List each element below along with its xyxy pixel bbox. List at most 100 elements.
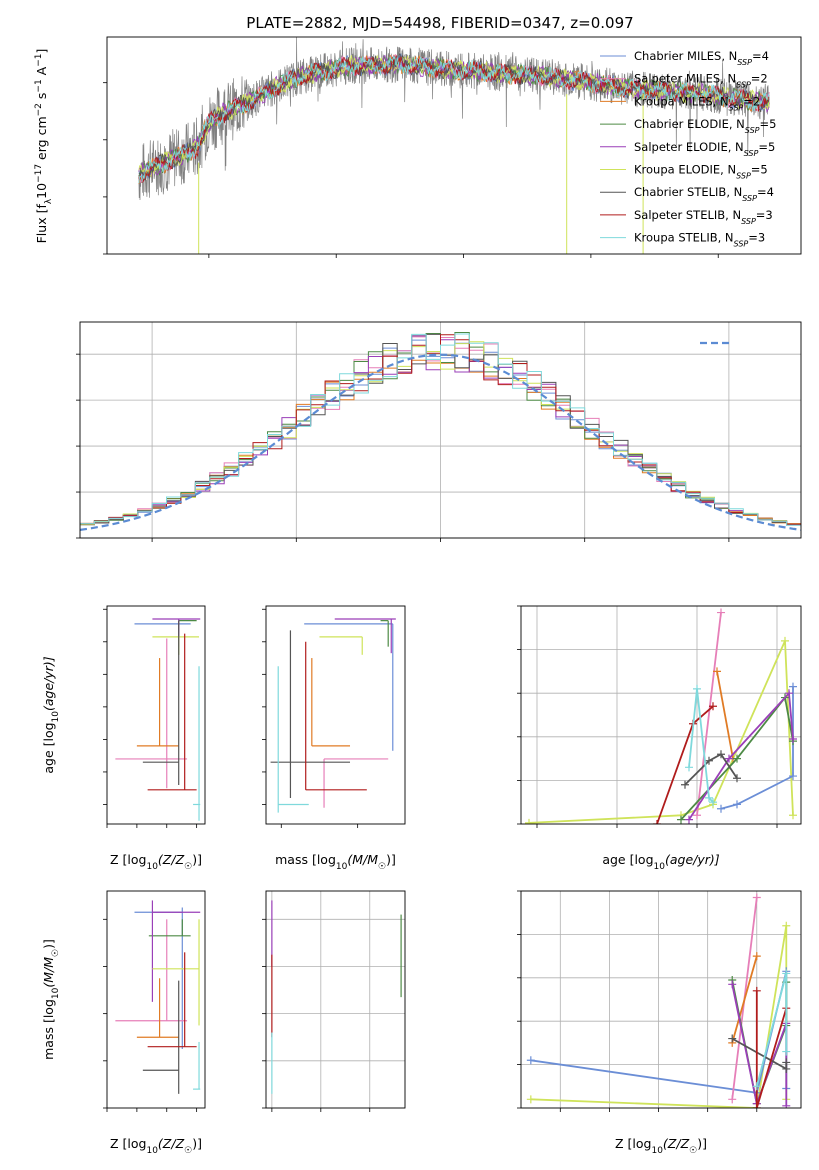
label-part: SSP: [737, 58, 752, 67]
label-part: Salpeter MILES, N: [634, 72, 736, 86]
axes-frame: Z [log10(Z/Z☉)] mass [log10(M/M☉)]: [41, 890, 206, 1156]
label-part: Chabrier STELIB, N: [634, 185, 742, 199]
label-part: =4: [757, 185, 774, 199]
label-part: 10: [51, 711, 61, 723]
mass-weight-marker: [782, 1058, 791, 1067]
mass-weight-marker: [752, 952, 761, 961]
label-part: ☉: [689, 1146, 697, 1156]
axes-frame: age [log10(age/yr)]: [517, 605, 802, 872]
mass-weight-marker: [789, 772, 797, 781]
label-part: −1: [34, 54, 44, 67]
mass-weight-marker: [728, 1034, 737, 1043]
label-part: mass [log: [41, 999, 56, 1060]
label-part: λ: [44, 198, 54, 204]
age-vs-mass-panel: mass [log10(M/M☉)]: [262, 605, 406, 872]
label-part: Chabrier MILES, N: [634, 49, 737, 63]
label-part: ☉: [51, 949, 61, 957]
plot-area: [526, 893, 791, 1108]
mass-weight-marker: [752, 1104, 761, 1108]
mass-weight-line: [688, 691, 794, 821]
figure-title: PLATE=2882, MJD=54498, FIBERID=0347, z=0…: [246, 14, 633, 32]
label-part: SSP: [742, 194, 757, 203]
y-axis-label: age [log10(age/yr)]: [41, 656, 61, 773]
mass-weight-marker: [733, 754, 741, 763]
mass-weight-marker: [653, 820, 661, 824]
plot-area: [138, 37, 770, 254]
legend-entry: Salpeter ELODIE, NSSP=5: [634, 140, 775, 158]
mass-vs-metallicity-panel: Z [log10(Z/Z☉)] mass [log10(M/M☉)]: [41, 890, 206, 1156]
legend-entry: Chabrier STELIB, NSSP=4: [634, 185, 774, 203]
label-part: 10: [654, 862, 666, 872]
mass-weight-marker: [681, 780, 689, 789]
x-axis-label: Z [log10(Z/Z☉)]: [615, 1136, 707, 1156]
normal-distribution-curve: [80, 353, 801, 531]
mass-weight-line: [696, 612, 722, 816]
x-axis-label: age [log10(age/yr)]: [602, 852, 719, 872]
plot-area: [525, 608, 797, 824]
label-part: Flux [f: [34, 204, 49, 244]
label-part: )]: [41, 939, 56, 949]
mass-weight-marker: [781, 636, 789, 645]
observed-spectrum-line: [138, 37, 770, 201]
age-vs-metallicity-panel: Z [log10(Z/Z☉)]age [log10(age/yr)]: [41, 605, 206, 872]
axes-border: [106, 890, 206, 1109]
mass-weight-vs-metallicity-panel: Z [log10(Z/Z☉)]: [517, 890, 802, 1156]
mass-weight-marker: [782, 921, 791, 930]
label-part: ☉: [184, 862, 192, 872]
axes-border: [520, 605, 802, 825]
label-part: ☉: [378, 862, 386, 872]
mass-weight-marker: [705, 793, 713, 802]
mass-weight-marker: [782, 969, 791, 978]
y-axis-label: mass [log10(M/M☉)]: [41, 939, 61, 1060]
mass-weight-marker: [725, 754, 733, 763]
mass-weight-line: [731, 955, 758, 1044]
label-part: s: [34, 93, 49, 104]
label-part: =4: [752, 49, 769, 63]
label-part: Z [log: [110, 852, 146, 867]
mass-weight-marker: [526, 1056, 535, 1065]
label-part: SSP: [741, 216, 756, 225]
plot-area: [80, 332, 801, 531]
axes-border: [520, 890, 802, 1109]
label-part: Salpeter STELIB, N: [634, 208, 741, 222]
mass-weight-marker: [728, 1095, 737, 1104]
mass-weight-marker: [693, 684, 701, 693]
mass-weight-marker: [752, 893, 761, 902]
label-part: age [log: [41, 722, 56, 773]
label-part: A: [34, 66, 49, 79]
label-part: SSP: [736, 80, 751, 89]
axes-frame: [76, 321, 802, 542]
mass-weight-marker: [789, 811, 797, 820]
label-part: 10: [51, 987, 61, 999]
residual-histogram-panel: [76, 321, 802, 542]
label-part: 10: [336, 862, 348, 872]
label-part: (M/M: [347, 852, 378, 867]
label-part: (age/yr)]: [665, 852, 720, 867]
label-part: (age/yr)]: [41, 656, 56, 711]
axes-frame: Z [log10(Z/Z☉)]: [517, 890, 802, 1156]
label-part: −2: [34, 103, 44, 116]
plot-area: [271, 900, 402, 1094]
axes-frame: mass [log10(M/M☉)]: [262, 605, 406, 872]
label-part: Z [log: [110, 1136, 146, 1151]
mass-weight-marker: [733, 774, 741, 783]
mass-weight-line: [716, 671, 734, 759]
label-part: 10: [651, 1146, 663, 1156]
histogram-step-line: [80, 333, 801, 527]
label-part: −17: [34, 164, 44, 183]
label-part: 10: [146, 1146, 158, 1156]
model-spectrum-line: [138, 56, 770, 184]
label-part: )]: [697, 1136, 707, 1151]
label-part: =5: [751, 163, 768, 177]
model-spectrum-line: [138, 54, 770, 183]
legend-entry: Kroupa ELODIE, NSSP=5: [634, 163, 768, 181]
axes-border: [106, 605, 206, 825]
label-part: )]: [192, 852, 202, 867]
x-axis-label: Z [log10(Z/Z☉)]: [110, 1136, 202, 1156]
mass-weight-marker: [677, 815, 685, 824]
label-part: Chabrier ELODIE, N: [634, 117, 745, 131]
label-part: =5: [760, 117, 777, 131]
